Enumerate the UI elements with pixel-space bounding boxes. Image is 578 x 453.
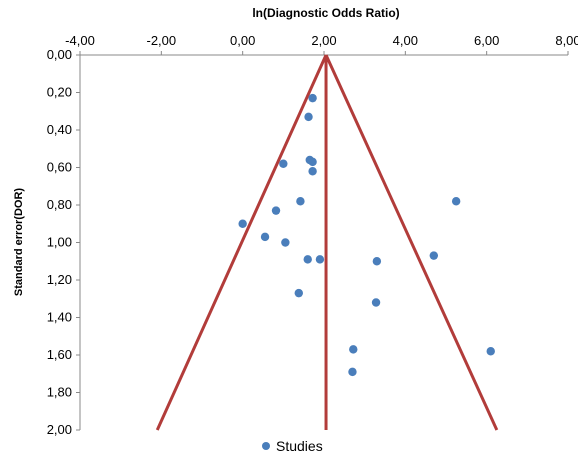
y-tick-label: 1,80 — [47, 385, 72, 400]
y-tick-label: 1,60 — [47, 347, 72, 362]
x-tick-label: 0,00 — [230, 33, 255, 48]
study-point — [348, 367, 357, 377]
y-tick-label: 0,20 — [47, 85, 72, 100]
x-tick-label: 4,00 — [393, 33, 418, 48]
study-point — [486, 347, 495, 356]
data-points — [238, 93, 495, 377]
x-tick-label: 6,00 — [474, 33, 499, 48]
study-point — [315, 255, 325, 264]
y-tick-label: 0,00 — [47, 47, 72, 62]
study-point — [451, 197, 461, 206]
legend: Studies — [262, 438, 323, 453]
study-point — [349, 345, 358, 354]
study-point — [303, 255, 312, 264]
legend-label: Studies — [276, 438, 323, 453]
y-axis-label: Standard error(DOR) — [13, 188, 25, 297]
y-tick-label: 1,40 — [47, 310, 72, 325]
study-point — [308, 167, 317, 176]
study-point — [294, 288, 303, 298]
study-point — [260, 232, 270, 242]
funnel-right-line — [324, 54, 499, 431]
y-tick-label: 0,40 — [47, 122, 72, 137]
study-point — [372, 257, 382, 266]
study-point — [281, 238, 290, 247]
study-point — [308, 157, 317, 167]
legend-marker — [262, 442, 270, 450]
study-point — [238, 219, 247, 228]
y-tick-label: 1,20 — [47, 272, 72, 287]
x-tick-label: 2,00 — [311, 33, 336, 48]
y-tick-label: 0,80 — [47, 197, 72, 212]
study-point — [296, 197, 305, 206]
x-tick-label: -4,00 — [65, 33, 95, 48]
study-point — [308, 93, 317, 103]
y-tick-label: 2,00 — [47, 422, 72, 437]
study-point — [304, 112, 313, 122]
funnel-lines — [155, 54, 499, 431]
x-tick-label: 8,00 — [555, 33, 578, 48]
y-tick-label: 1,00 — [47, 235, 72, 250]
x-tick-label: -2,00 — [147, 33, 177, 48]
study-point — [279, 159, 288, 168]
study-point — [429, 251, 438, 260]
study-point — [271, 206, 281, 215]
chart-title: ln(Diagnostic Odds Ratio) — [252, 6, 399, 20]
study-point — [371, 298, 381, 307]
funnel-left-line — [155, 54, 328, 431]
y-tick-label: 0,60 — [47, 160, 72, 175]
axes: -4,00 -2,00 0,00 2,00 4,00 6,00 8,00 0,00 0,20 0,… — [47, 33, 578, 437]
